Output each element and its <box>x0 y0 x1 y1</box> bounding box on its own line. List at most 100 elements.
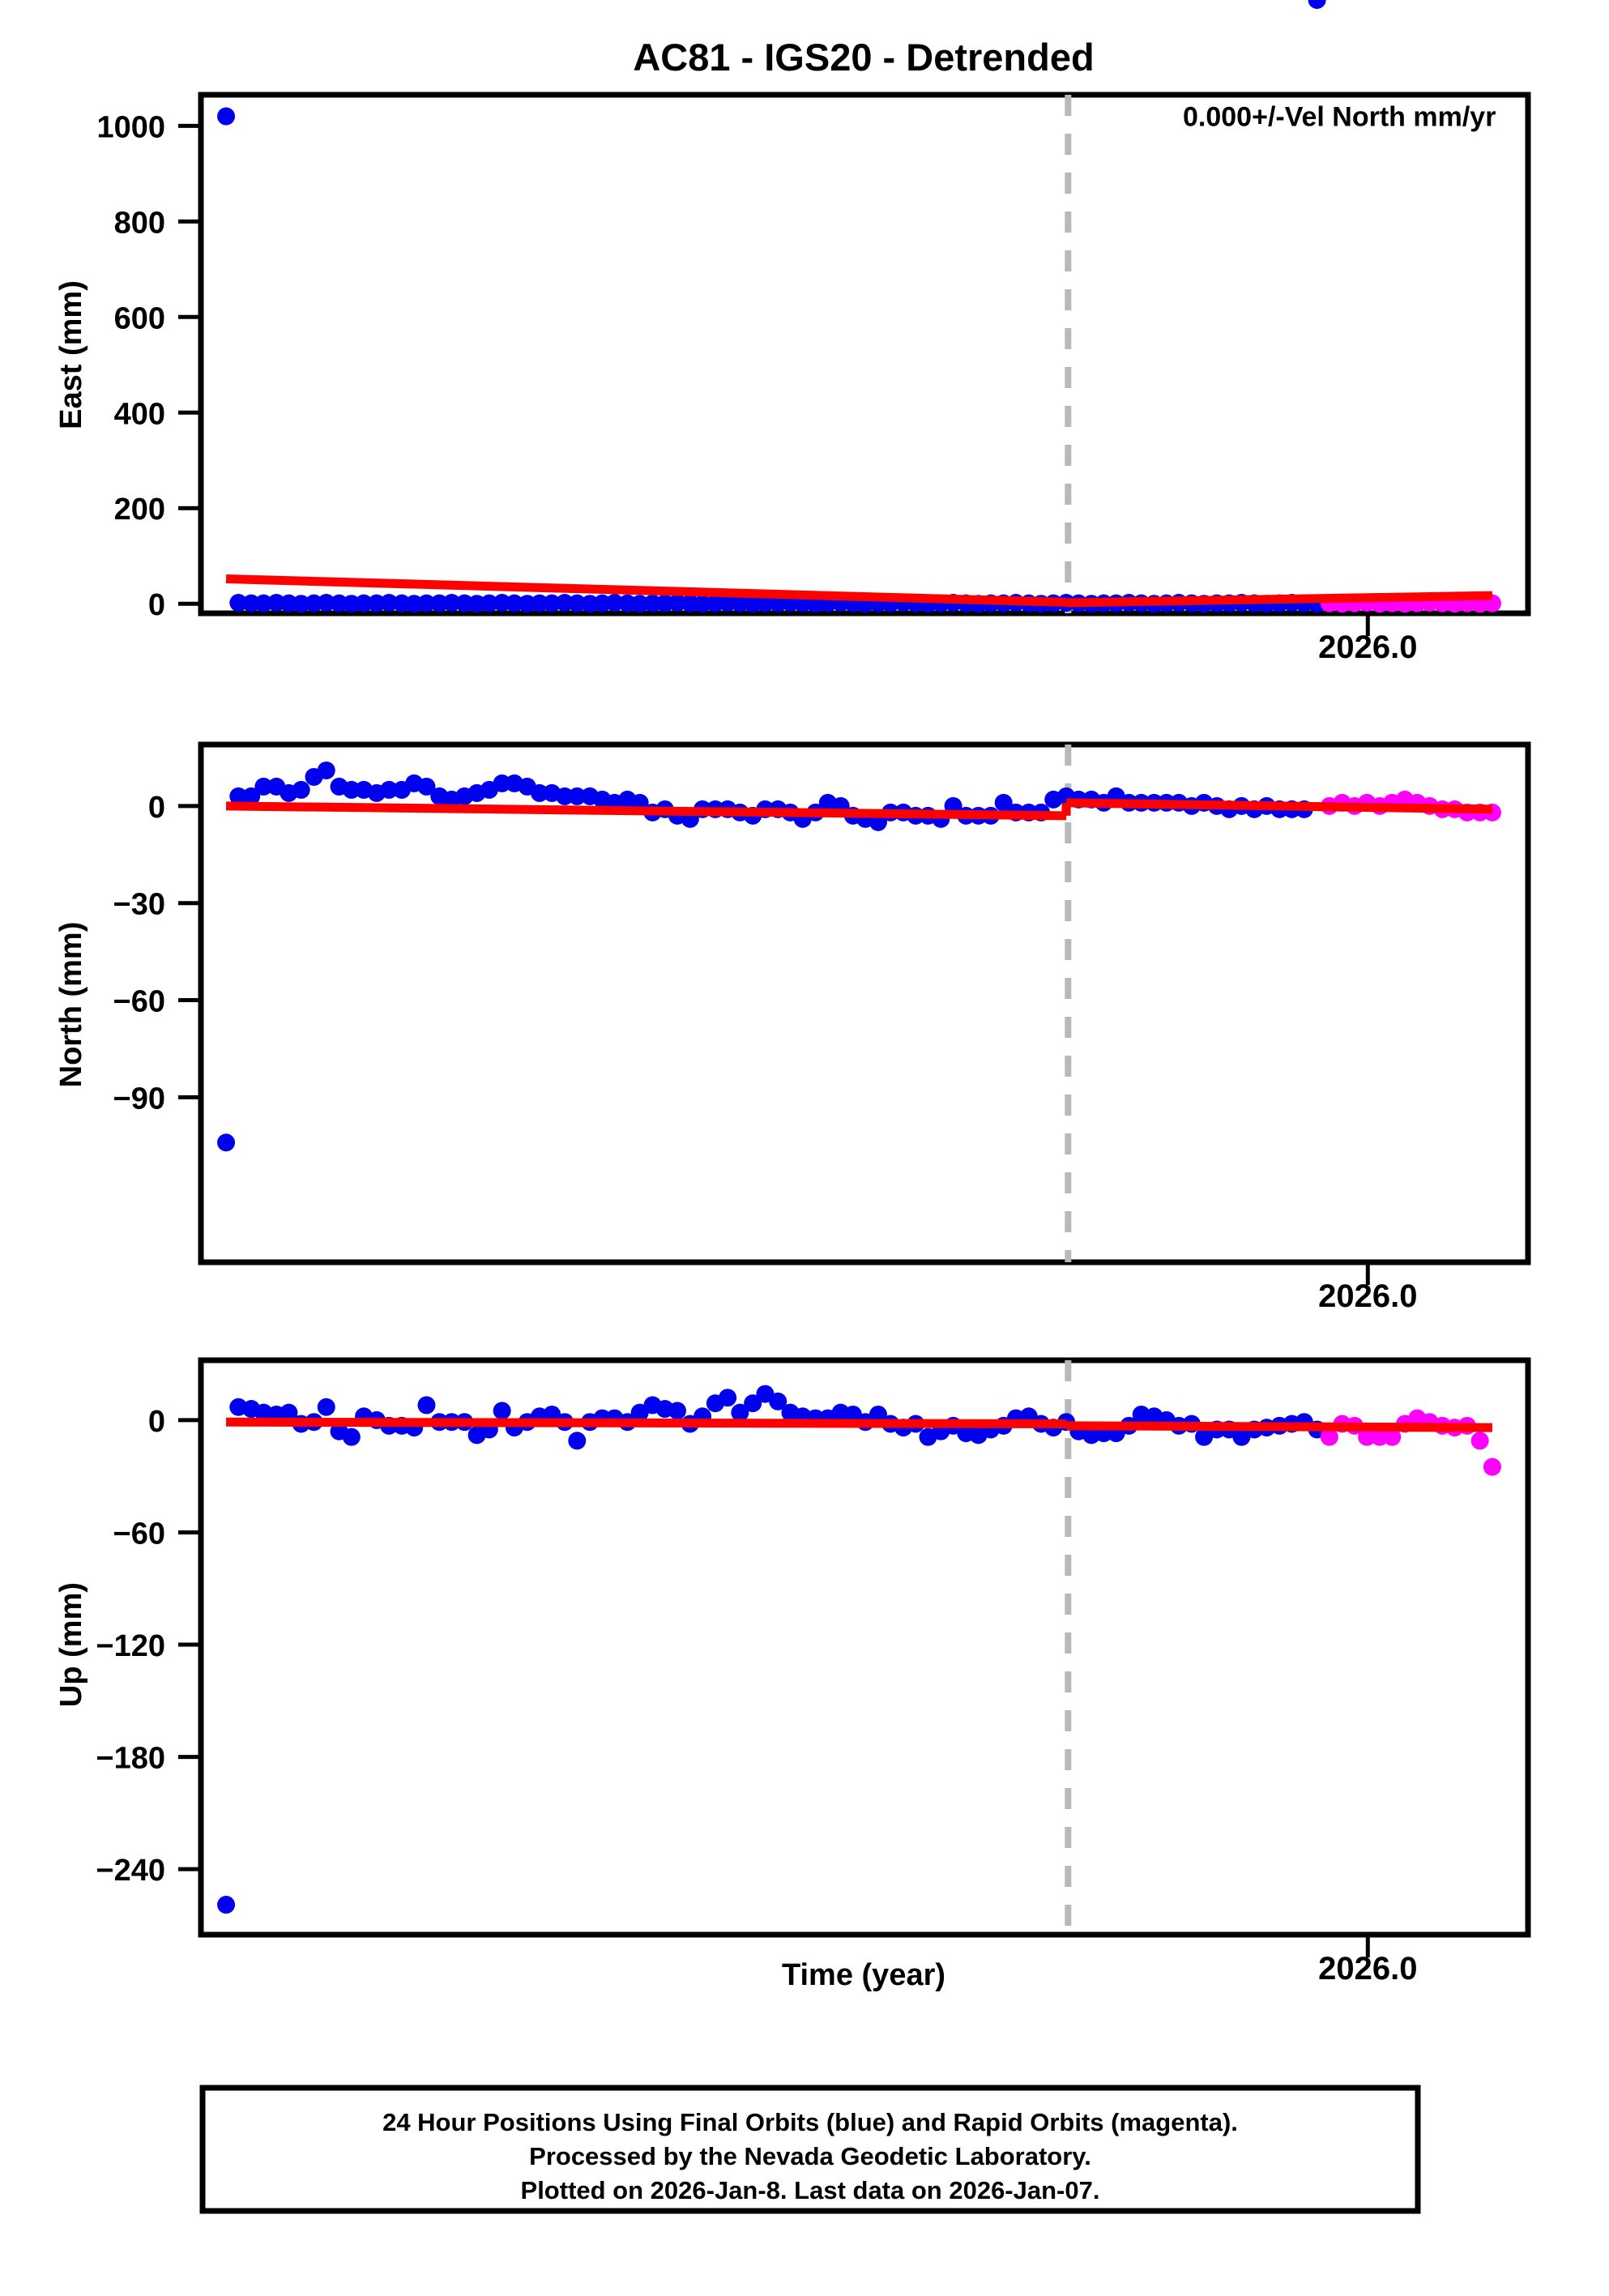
data-point <box>442 594 461 612</box>
y-tick-label-east-5: 1000 <box>96 110 165 144</box>
data-point <box>217 1896 236 1914</box>
data-point <box>568 594 587 612</box>
caption-line-2: Processed by the Nevada Geodetic Laborat… <box>529 2142 1091 2170</box>
data-point <box>229 594 248 612</box>
data-point <box>292 595 310 613</box>
caption-box-border <box>199 2085 1421 2214</box>
page-title: AC81 - IGS20 - Detrended <box>633 36 1094 79</box>
data-point <box>480 594 498 612</box>
data-point <box>1370 1428 1389 1446</box>
y-axis-label-east: East (mm) <box>54 280 88 429</box>
caption-box: 24 Hour Positions Using Final Orbits (bl… <box>199 2085 1421 2214</box>
data-point <box>342 1428 361 1446</box>
trend-line-east-0 <box>225 574 1067 607</box>
data-point <box>869 1405 887 1423</box>
data-point <box>530 783 548 802</box>
y-axis-label-north: North (mm) <box>54 922 88 1088</box>
data-point <box>568 1432 587 1450</box>
data-point <box>242 787 261 805</box>
y-tick-label-east-2: 400 <box>114 397 165 431</box>
y-tick-label-north-2: −60 <box>113 985 165 1019</box>
x-tick-label-east-0: 2026.0 <box>1318 629 1417 665</box>
data-point <box>1383 1428 1402 1446</box>
data-point <box>756 594 775 612</box>
data-point <box>254 777 273 796</box>
data-point <box>769 1392 787 1410</box>
data-point <box>280 1403 298 1422</box>
data-point <box>543 594 561 612</box>
y-tick-label-east-4: 800 <box>114 206 165 240</box>
y-tick-label-up-2: −120 <box>96 1629 165 1663</box>
data-point <box>217 107 236 126</box>
data-point <box>417 594 436 612</box>
x-tick-label-north-0: 2026.0 <box>1318 1278 1417 1314</box>
data-point <box>505 594 523 612</box>
data-point <box>317 594 335 612</box>
y-tick-label-up-4: −240 <box>96 1854 165 1888</box>
data-point <box>417 777 436 796</box>
data-point <box>493 774 511 792</box>
x-tick-label-up-0: 2026.0 <box>1318 1951 1417 1987</box>
data-point <box>317 1398 335 1416</box>
y-tick-label-east-3: 600 <box>114 301 165 335</box>
data-point <box>719 1389 737 1407</box>
data-point <box>668 594 686 612</box>
y-tick-label-up-1: −60 <box>113 1517 165 1551</box>
data-point <box>994 793 1013 812</box>
y-tick-label-east-0: 0 <box>148 588 165 622</box>
caption-line-1: 24 Hour Positions Using Final Orbits (bl… <box>382 2108 1238 2136</box>
trend-line-north-1 <box>1066 798 1493 814</box>
data-point <box>1483 1457 1501 1476</box>
data-point <box>254 594 273 612</box>
y-tick-label-up-0: 0 <box>148 1405 165 1439</box>
y-tick-label-north-3: −90 <box>113 1082 165 1116</box>
data-point <box>242 594 261 612</box>
data-point <box>380 780 399 799</box>
data-point <box>694 595 712 613</box>
panel-north: 0 −30 −60 −90 North (mm) 2026.0 <box>54 0 1531 1314</box>
data-point <box>355 594 373 612</box>
data-point <box>1320 1428 1338 1446</box>
data-point <box>1470 1432 1489 1450</box>
data-point <box>744 1394 762 1413</box>
y-tick-label-east-1: 200 <box>114 493 165 527</box>
data-point <box>493 1402 511 1420</box>
panel-group: 0 200 400 600 800 1000 East (mm) 2026.0 0.000+/-… <box>54 0 1531 1987</box>
data-point <box>1358 1428 1376 1446</box>
plot-frame-up <box>198 1357 1531 1938</box>
data-point <box>556 787 574 805</box>
data-point <box>417 1396 436 1415</box>
plot-frame-east <box>198 92 1531 617</box>
data-point <box>217 1133 236 1152</box>
panel-up: 0 −60 −120 −180 −240 Up (mm) 2026.0 <box>54 1357 1531 1987</box>
data-point <box>342 780 361 799</box>
data-point <box>605 594 624 612</box>
data-point <box>568 787 587 805</box>
data-point <box>731 1403 749 1422</box>
trend-line-north-0 <box>226 801 1067 821</box>
trend-line-up-1 <box>1066 1421 1492 1432</box>
y-tick-label-north-1: −30 <box>113 888 165 922</box>
velocity-annotation: 0.000+/-Vel North mm/yr <box>1183 101 1496 132</box>
trend-line-up-0 <box>226 1417 1067 1429</box>
data-point <box>643 594 662 612</box>
data-point <box>1308 0 1326 9</box>
y-axis-label-up: Up (mm) <box>54 1582 88 1707</box>
y-tick-label-up-3: −180 <box>96 1742 165 1776</box>
data-point <box>630 595 649 613</box>
panel-east: 0 200 400 600 800 1000 East (mm) 2026.0 0.000+/-… <box>54 92 1531 665</box>
x-axis-label: Time (year) <box>782 1958 945 1992</box>
plot-frame-north <box>198 741 1531 1265</box>
data-point <box>380 594 399 612</box>
data-point <box>530 594 548 612</box>
trend-line-east-1 <box>1065 591 1493 608</box>
data-point <box>229 787 248 805</box>
caption-line-3: Plotted on 2026-Jan-8. Last data on 2026… <box>521 2176 1100 2204</box>
y-tick-label-north-0: 0 <box>148 791 165 825</box>
data-point <box>668 1402 686 1420</box>
data-point <box>292 780 310 799</box>
data-point <box>317 761 335 779</box>
